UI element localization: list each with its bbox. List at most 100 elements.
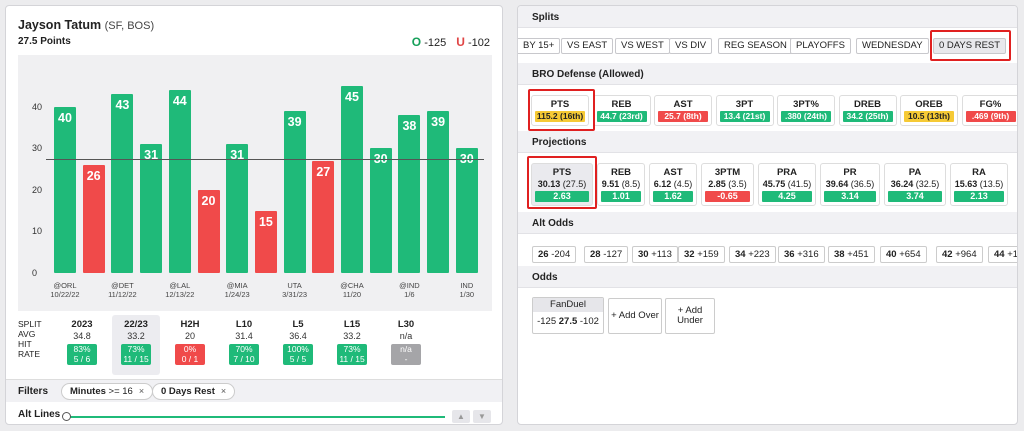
alt-odds-chip[interactable]: 26 -204 [532, 246, 577, 263]
projection-diff: 2.13 [954, 191, 1004, 202]
alt-odds-chip[interactable]: 40 +654 [880, 246, 927, 263]
projection-card[interactable]: PTS 30.13 (27.5) 2.63 [531, 163, 593, 206]
alt-odds-chip[interactable]: 28 -127 [584, 246, 629, 263]
alt-odds-chip[interactable]: 30 +113 [632, 246, 678, 263]
x-tick-opponent: @IND [399, 281, 420, 290]
defense-stat-card[interactable]: FG% .469 (9th) [961, 95, 1017, 126]
split-filter-button[interactable]: REG SEASON [718, 38, 793, 54]
game-bar[interactable]: 44 [168, 89, 191, 273]
game-bar[interactable]: 39 [427, 110, 450, 273]
game-bar[interactable]: 43 [111, 94, 134, 273]
game-bar[interactable]: 30 [455, 148, 478, 273]
player-name-text: Jayson Tatum [18, 18, 102, 32]
chevron-down-icon[interactable]: ▼ [473, 410, 491, 423]
game-bar[interactable]: 30 [369, 148, 392, 273]
filter-chip-minutes[interactable]: Minutes >= 16 × [61, 383, 154, 400]
split-avg: 20 [184, 331, 195, 341]
add-over-button[interactable]: + Add Over [608, 298, 662, 334]
game-bar[interactable]: 26 [82, 164, 105, 273]
add-under-button[interactable]: + Add Under [665, 298, 715, 334]
game-bar[interactable]: 27 [312, 160, 335, 273]
game-bar[interactable]: 40 [54, 106, 76, 273]
x-tick-label: @CHA 11/20 [332, 281, 372, 299]
defense-stat-value: 115.2 (16th) [535, 111, 585, 122]
split-filter-button[interactable]: WEDNESDAY [856, 38, 929, 54]
chevron-up-icon[interactable]: ▲ [452, 410, 470, 423]
split-column[interactable]: L5 36.4 100% 5 / 5 [274, 315, 322, 365]
hit-rate-badge: 100% 5 / 5 [283, 344, 313, 365]
x-tick-date: 3/31/23 [282, 290, 308, 299]
projection-value: 39.64 (36.5) [821, 179, 879, 189]
game-bar[interactable]: 31 [226, 144, 249, 273]
projection-line: (32.5) [913, 179, 940, 189]
defense-stat-card[interactable]: 3PT% .380 (24th) [777, 95, 835, 126]
hit-rate-badge: n/a - [391, 344, 421, 365]
filter-chip-rest[interactable]: 0 Days Rest × [152, 383, 236, 400]
split-column[interactable]: 22/23 33.2 73% 11 / 15 [112, 315, 160, 375]
split-column[interactable]: L30 n/a n/a - [382, 315, 430, 365]
split-filter-button[interactable]: BY 15+ [518, 38, 561, 54]
alt-line-value: 34 [735, 249, 746, 260]
odds-title: Odds [532, 272, 558, 283]
alt-odds-chip[interactable]: 38 +451 [828, 246, 875, 263]
game-bar[interactable]: 31 [140, 144, 163, 273]
defense-stat-card[interactable]: REB 44.7 (23rd) [592, 95, 651, 126]
projection-card[interactable]: PA 36.24 (32.5) 3.74 [884, 163, 946, 206]
highlight-box [527, 156, 597, 209]
alt-line-value: 44 [994, 249, 1005, 260]
game-bar[interactable]: 39 [283, 110, 306, 273]
split-filter-button[interactable]: VS WEST [615, 38, 670, 54]
filters-bar: Filters Minutes >= 16 × 0 Days Rest × [6, 379, 502, 402]
projection-number: 36.24 [890, 179, 914, 189]
alt-odds-chip[interactable]: 34 +223 [729, 246, 776, 263]
x-tick-label: @IND 1/6 [389, 281, 429, 299]
projection-line: (13.5) [977, 179, 1004, 189]
projection-card[interactable]: REB 9.51 (8.5) 1.01 [597, 163, 645, 206]
alt-lines-slider[interactable] [67, 416, 445, 418]
alt-line-odds: +159 [694, 249, 719, 260]
hit-rate-pct: 70% [235, 344, 253, 354]
fanduel-odds[interactable]: FanDuel -125 27.5 -102 [532, 297, 604, 334]
defense-stat-card[interactable]: PTS 115.2 (16th) [531, 95, 589, 126]
over-odds[interactable]: O -125 [412, 35, 446, 49]
projection-diff: 3.14 [824, 191, 876, 202]
split-column[interactable]: 2023 34.8 83% 5 / 6 [58, 315, 106, 365]
x-tick-date: 1/30 [459, 290, 475, 299]
hit-rate-count: 11 / 15 [339, 353, 365, 364]
defense-title: BRO Defense (Allowed) [532, 69, 644, 80]
split-filter-button[interactable]: 0 DAYS REST [933, 38, 1007, 54]
slider-handle[interactable] [62, 412, 71, 421]
alt-odds-chip[interactable]: 36 +316 [778, 246, 825, 263]
alt-odds-chip[interactable]: 44 +1 [988, 246, 1017, 263]
split-column[interactable]: L10 31.4 70% 7 / 10 [220, 315, 268, 365]
projection-stat-name: PA [908, 167, 922, 178]
defense-stat-card[interactable]: 3PT 13.4 (21st) [715, 95, 774, 126]
hit-rate-badge: 70% 7 / 10 [229, 344, 259, 365]
split-filter-button[interactable]: VS EAST [561, 38, 614, 54]
split-filter-button[interactable]: VS DIV [669, 38, 713, 54]
projection-card[interactable]: PR 39.64 (36.5) 3.14 [820, 163, 880, 206]
game-bar[interactable]: 15 [254, 210, 277, 273]
game-bar[interactable]: 38 [398, 114, 421, 273]
close-icon[interactable]: × [220, 386, 227, 396]
game-bar[interactable]: 20 [197, 189, 220, 273]
split-filter-button[interactable]: PLAYOFFS [790, 38, 851, 54]
alt-line-odds: -127 [600, 249, 623, 260]
close-icon[interactable]: × [138, 386, 145, 396]
alt-odds-chip[interactable]: 42 +964 [936, 246, 983, 263]
projection-card[interactable]: RA 15.63 (13.5) 2.13 [950, 163, 1008, 206]
projection-card[interactable]: AST 6.12 (4.5) 1.62 [649, 163, 697, 206]
game-bar[interactable]: 45 [341, 85, 363, 273]
under-odds[interactable]: U -102 [456, 35, 490, 49]
split-column[interactable]: L15 33.2 73% 11 / 15 [328, 315, 376, 365]
projection-card[interactable]: PRA 45.75 (41.5) 4.25 [758, 163, 816, 206]
projection-value: 2.85 (3.5) [702, 179, 753, 189]
defense-stat-card[interactable]: OREB 10.5 (13th) [900, 95, 958, 126]
projection-number: 30.13 [537, 179, 561, 189]
defense-stat-card[interactable]: DREB 34.2 (25th) [838, 95, 897, 126]
alt-odds-chip[interactable]: 32 +159 [678, 246, 725, 263]
split-column[interactable]: H2H 20 0% 0 / 1 [166, 315, 214, 365]
defense-stat-card[interactable]: AST 25.7 (8th) [654, 95, 712, 126]
filter-chip-value: >= 16 [108, 386, 133, 397]
projection-card[interactable]: 3PTM 2.85 (3.5) -0.65 [701, 163, 754, 206]
